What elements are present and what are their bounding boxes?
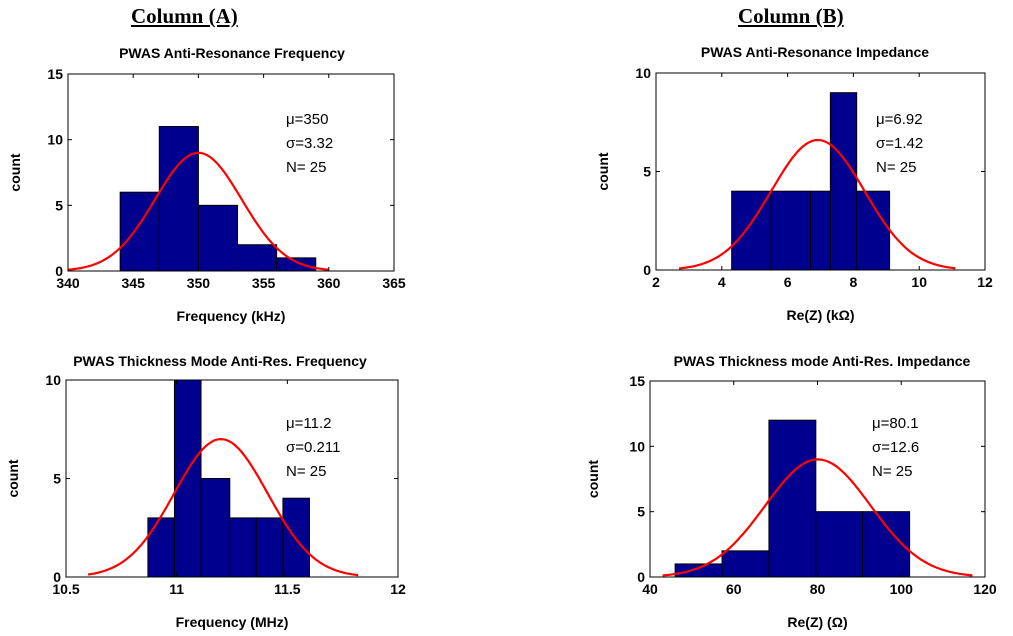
y-tick-label: 5 xyxy=(643,164,651,180)
histogram-bar xyxy=(815,511,864,578)
x-tick-label: 355 xyxy=(252,275,276,291)
y-tick-label: 10 xyxy=(629,438,645,454)
histogram-bar xyxy=(276,257,317,272)
x-tick-label: 340 xyxy=(56,275,80,291)
stat-annotation: N= 25 xyxy=(286,159,326,176)
y-tick-label: 10 xyxy=(47,132,63,148)
x-tick-label: 10 xyxy=(911,274,927,290)
normal-fit-curve xyxy=(678,138,956,270)
chart-title: PWAS Anti-Resonance Frequency xyxy=(119,45,345,61)
y-tick-label: 0 xyxy=(643,262,651,278)
x-tick-label: 12 xyxy=(977,274,993,290)
histogram-bar xyxy=(768,419,817,578)
histogram-bar xyxy=(770,190,812,271)
chart-title: PWAS Anti-Resonance Impedance xyxy=(701,44,929,60)
histogram-bar xyxy=(197,204,239,272)
histogram-bar xyxy=(147,517,175,578)
x-tick-label: 40 xyxy=(642,581,658,597)
y-tick-label: 5 xyxy=(55,197,63,213)
y-tick-label: 10 xyxy=(635,65,651,81)
normal-fit-curve xyxy=(662,458,973,577)
y-tick-label: 15 xyxy=(47,66,63,82)
x-axis-label: Frequency (kHz) xyxy=(177,308,286,324)
chart-title: PWAS Thickness Mode Anti-Res. Frequency xyxy=(73,353,367,369)
x-tick-label: 6 xyxy=(784,274,792,290)
histogram-bar xyxy=(173,379,202,578)
y-tick-label: 5 xyxy=(637,504,645,520)
histogram-panel-2: 2 4 6 8 10 12 0 5 10 PWAS Anti-Resonance Impedanc… xyxy=(595,44,993,323)
stat-annotation: μ=11.2 xyxy=(286,415,331,432)
y-tick-label: 5 xyxy=(53,471,61,487)
stat-annotation: μ=350 xyxy=(286,111,328,128)
column-b-heading: Column (B) xyxy=(738,4,844,28)
x-tick-label: 2 xyxy=(652,274,660,290)
x-tick-label: 120 xyxy=(973,581,997,597)
histogram-bar xyxy=(237,244,278,272)
y-tick-label: 0 xyxy=(55,263,63,279)
normal-fit-curve xyxy=(87,437,359,577)
y-axis-label: count xyxy=(585,460,601,498)
stat-annotation: N= 25 xyxy=(876,159,916,176)
x-tick-label: 10.5 xyxy=(52,581,79,597)
y-axis-label: count xyxy=(7,153,23,191)
chart-title: PWAS Thickness mode Anti-Res. Impedance xyxy=(674,353,971,369)
histogram-bar xyxy=(721,550,770,578)
x-tick-label: 8 xyxy=(850,274,858,290)
x-tick-label: 345 xyxy=(122,275,146,291)
y-tick-label: 0 xyxy=(637,569,645,585)
x-tick-label: 60 xyxy=(726,581,742,597)
histogram-bar xyxy=(158,126,199,272)
x-tick-label: 360 xyxy=(317,275,341,291)
stat-annotation: σ=0.211 xyxy=(286,439,340,456)
normal-fit-curve xyxy=(67,151,329,271)
histogram-bar xyxy=(200,478,231,578)
x-axis-label: Frequency (MHz) xyxy=(176,614,289,630)
stat-annotation: N= 25 xyxy=(286,463,326,480)
column-a-heading: Column (A) xyxy=(131,4,238,28)
x-tick-label: 11 xyxy=(169,581,184,597)
y-axis-label: count xyxy=(595,152,611,190)
x-tick-label: 350 xyxy=(187,275,211,291)
histogram-bar xyxy=(862,511,911,578)
x-tick-label: 4 xyxy=(718,274,726,290)
x-tick-label: 365 xyxy=(382,275,406,291)
histogram-bar xyxy=(255,517,284,578)
histogram-panel-1: 340 345 350 355 360 365 0 5 10 15 PWAS Anti-Resona… xyxy=(7,45,406,324)
y-axis-label: count xyxy=(5,459,21,497)
x-axis-label: Re(Z) (kΩ) xyxy=(787,307,855,323)
x-tick-label: 12 xyxy=(390,581,406,597)
y-tick-label: 0 xyxy=(53,569,61,585)
histogram-panel-4: 40 60 80 100 120 0 5 10 15 PWAS Thickness mode An… xyxy=(585,353,997,630)
x-tick-label: 11.5 xyxy=(274,581,301,597)
x-tick-label: 100 xyxy=(890,581,914,597)
stat-annotation: σ=12.6 xyxy=(872,439,919,456)
stat-annotation: σ=3.32 xyxy=(286,135,333,152)
histogram-bar xyxy=(674,563,723,578)
stat-annotation: μ=80.1 xyxy=(872,415,919,432)
histogram-panel-3: 10.5 11 11.5 12 0 5 10 PWAS Thickness Mode Anti… xyxy=(5,353,406,630)
x-axis-label: Re(Z) (Ω) xyxy=(787,614,847,630)
stat-annotation: μ=6.92 xyxy=(876,111,923,128)
histogram-bar xyxy=(829,92,858,271)
axes-box xyxy=(67,73,395,272)
x-tick-label: 80 xyxy=(810,581,826,597)
y-tick-label: 10 xyxy=(45,372,61,388)
y-tick-label: 15 xyxy=(629,373,645,389)
stat-annotation: σ=1.42 xyxy=(876,135,923,152)
stat-annotation: N= 25 xyxy=(872,463,912,480)
histogram-bar xyxy=(229,517,257,578)
